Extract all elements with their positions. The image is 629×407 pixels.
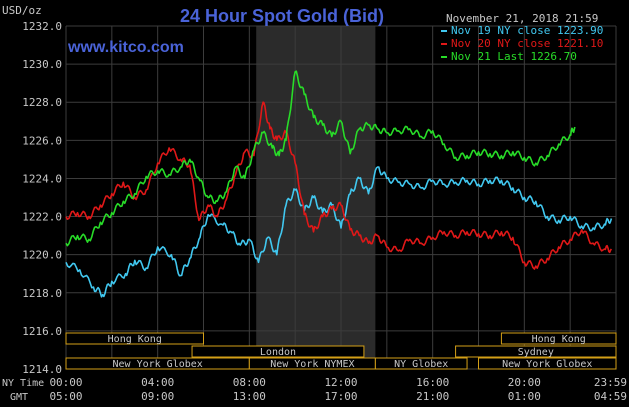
y-tick-label: 1224.0: [22, 172, 62, 185]
legend-swatch: [441, 43, 447, 45]
session-label: NY Globex: [394, 359, 448, 370]
session-box: [374, 357, 468, 370]
y-tick-label: 1232.0: [22, 20, 62, 33]
session-label: Hong Kong: [532, 334, 586, 345]
y-tick-label: 1226.0: [22, 134, 62, 147]
date-label: November 21, 2018 21:59: [446, 12, 598, 25]
x-tick-label-ny: 16:00: [416, 376, 449, 389]
x-tick-label-gmt: 04:59: [594, 390, 627, 403]
y-tick-label: 1230.0: [22, 58, 62, 71]
grid-lines: [65, 25, 617, 370]
y-tick-label: 1218.0: [22, 287, 62, 300]
series-line-1: [65, 166, 613, 298]
session-box: [500, 332, 617, 345]
session-box: [65, 332, 204, 345]
source-watermark: www.kitco.com: [67, 39, 184, 56]
session-label: Sydney: [518, 347, 554, 358]
x-tick-label-ny: 23:59: [594, 376, 627, 389]
x-tick-label-gmt: 17:00: [324, 390, 357, 403]
trading-sessions: Hong Kong London New York Globex New York N…: [65, 332, 617, 370]
y-tick-label: 1222.0: [22, 211, 62, 224]
x-tick-label-gmt: 21:00: [416, 390, 449, 403]
session-box: [455, 345, 617, 358]
x-tick-label-ny: 00:00: [49, 376, 82, 389]
y-axis-unit: USD/oz: [2, 4, 42, 17]
session-label: New York Globex: [113, 359, 203, 370]
y-axis-ticks: 1214.0 1216.0 1218.0 1220.0 1222.0 1224.0 1226…: [22, 20, 62, 376]
session-label: Hong Kong: [108, 334, 162, 345]
session-box: [191, 345, 365, 358]
y-tick-label: 1220.0: [22, 249, 62, 262]
y-tick-label: 1214.0: [22, 363, 62, 376]
legend-label: Nov 20 NY close 1221.10: [451, 37, 603, 50]
y-tick-label: 1228.0: [22, 96, 62, 109]
y-tick-label: 1216.0: [22, 325, 62, 338]
series-line-3: [65, 70, 576, 247]
legend-swatch: [441, 56, 447, 58]
session-label: New York Globex: [502, 359, 592, 370]
chart-title: 24 Hour Spot Gold (Bid): [180, 6, 384, 26]
x-tick-label-gmt: 13:00: [233, 390, 266, 403]
x-tick-label-ny: 08:00: [233, 376, 266, 389]
legend-label: Nov 21 Last 1226.70: [451, 50, 577, 63]
session-label: New York NYMEX: [270, 359, 354, 370]
x-tick-label-gmt: 09:00: [141, 390, 174, 403]
session-label: London: [260, 347, 296, 358]
ny-time-row-label: NY Time: [2, 378, 44, 389]
series-line-2: [65, 101, 613, 270]
session-box: [478, 357, 617, 370]
x-tick-label-ny: 12:00: [324, 376, 357, 389]
series-lines: [65, 70, 613, 298]
x-tick-label-gmt: 01:00: [508, 390, 541, 403]
legend-label: Nov 19 NY close 1223.90: [451, 24, 603, 37]
legend-swatch: [441, 30, 447, 32]
x-tick-label-gmt: 05:00: [49, 390, 82, 403]
gmt-row-label: GMT: [10, 392, 28, 403]
x-tick-label-ny: 04:00: [141, 376, 174, 389]
x-tick-label-ny: 20:00: [508, 376, 541, 389]
